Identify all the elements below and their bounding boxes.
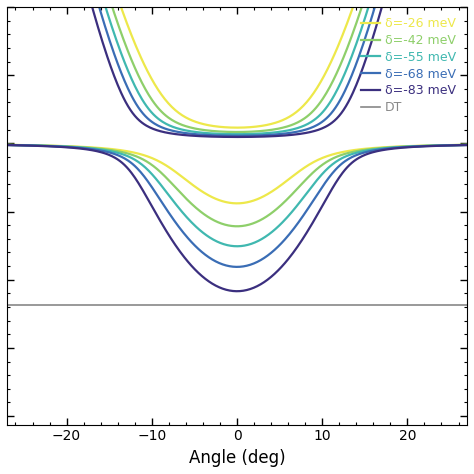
Legend: δ=-26 meV, δ=-42 meV, δ=-55 meV, δ=-68 meV, δ=-83 meV, DT: δ=-26 meV, δ=-42 meV, δ=-55 meV, δ=-68 m… — [361, 18, 456, 114]
X-axis label: Angle (deg): Angle (deg) — [189, 449, 285, 467]
